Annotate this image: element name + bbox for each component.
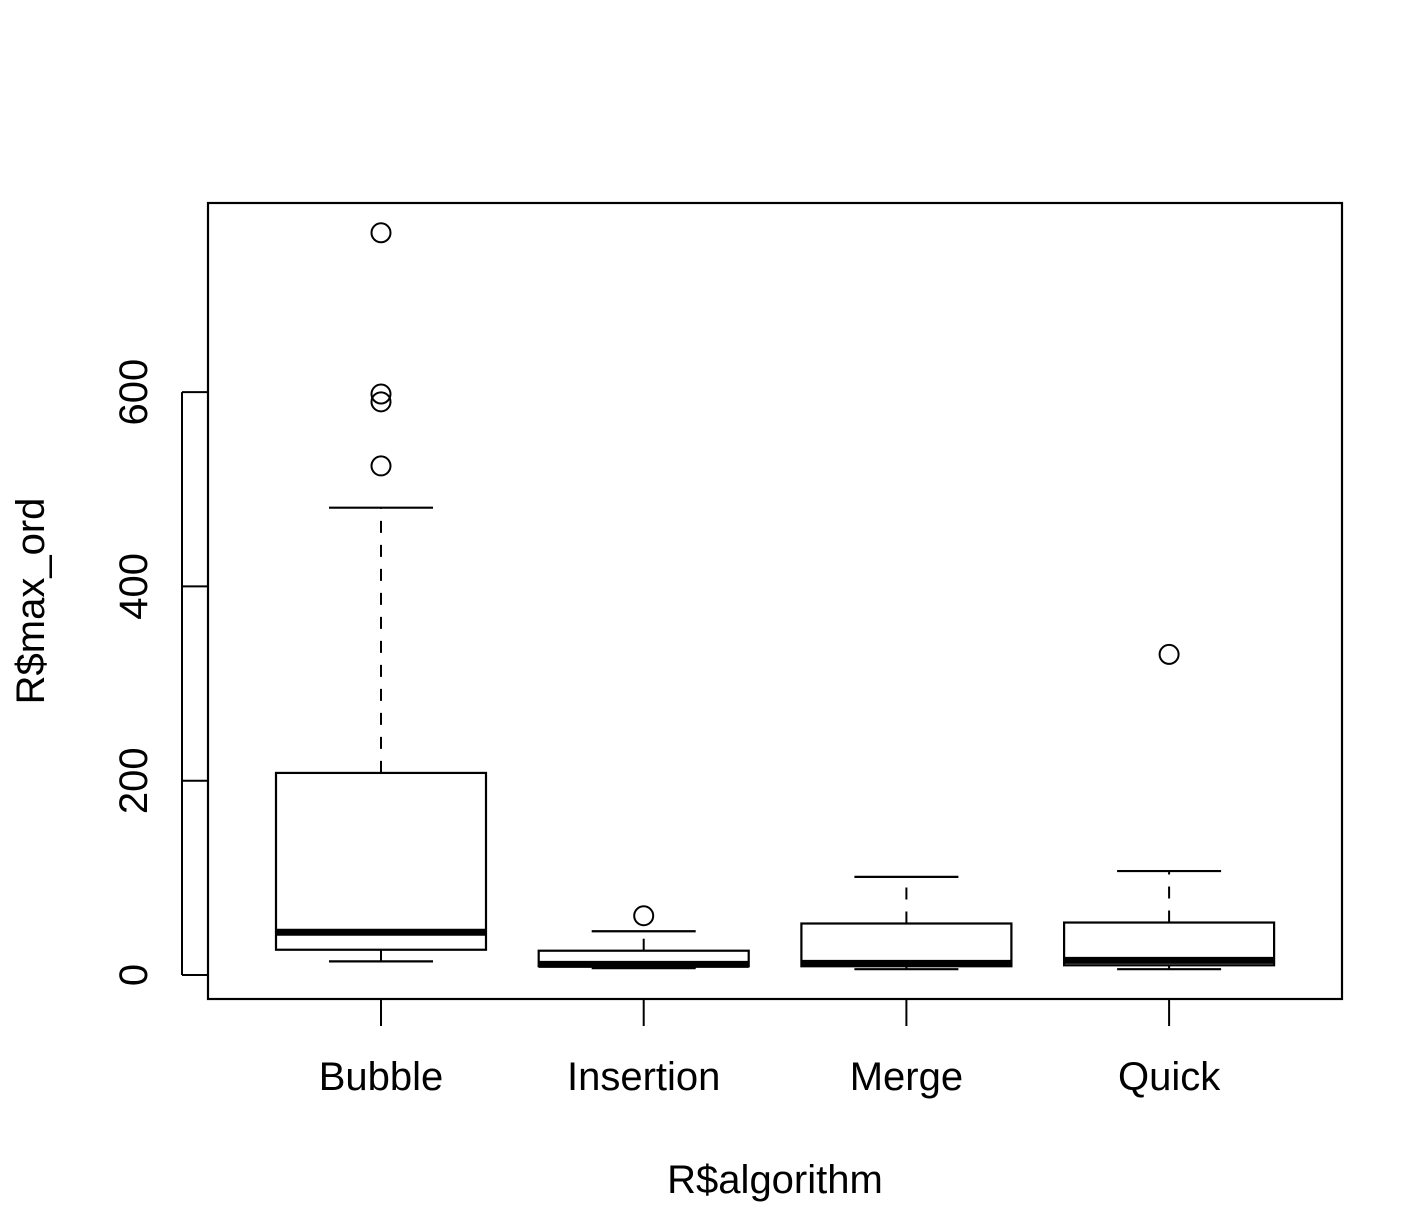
x-tick-label: Merge: [850, 1055, 963, 1099]
y-tick-label: 200: [112, 747, 156, 814]
x-tick-label: Quick: [1118, 1055, 1221, 1099]
x-axis-label: R$algorithm: [667, 1158, 883, 1202]
box-group: [537, 905, 750, 970]
x-tick-label: Bubble: [319, 1055, 444, 1099]
box-group: [1062, 643, 1276, 971]
x-axis: Bubble Insertion Merge Quick: [319, 998, 1221, 1099]
outlier-point: [370, 222, 392, 244]
outlier-point: [370, 455, 392, 477]
y-tick-label: 400: [112, 553, 156, 620]
y-axis-label: R$max_ord: [9, 498, 53, 705]
y-axis: 0 200 400 600: [112, 359, 208, 986]
outlier-point: [633, 905, 655, 927]
y-tick-label: 0: [112, 964, 156, 986]
outlier-point: [1158, 643, 1180, 665]
boxes: [274, 222, 1276, 971]
box-group: [800, 875, 1013, 971]
outlier-point: [370, 383, 392, 405]
x-tick-label: Insertion: [567, 1055, 720, 1099]
outlier-point: [370, 391, 392, 413]
iqr-box: [274, 771, 488, 951]
box-group: [274, 222, 488, 963]
y-tick-label: 600: [112, 359, 156, 426]
